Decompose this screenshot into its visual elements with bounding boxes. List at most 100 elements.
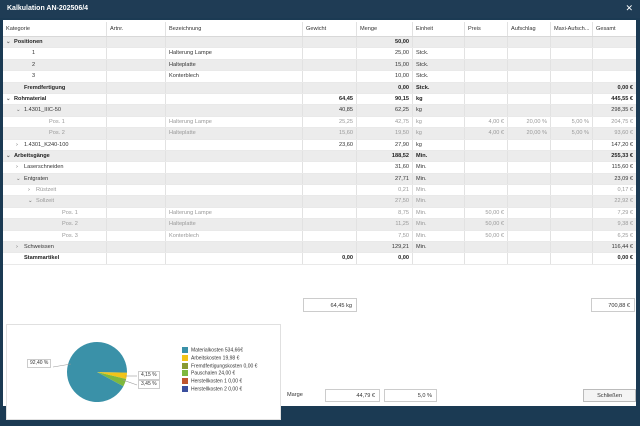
cell-bezeichnung: Halteplatte	[166, 128, 303, 139]
column-header-preis[interactable]: Preis	[465, 22, 508, 36]
table-row[interactable]: Pos. 2 Halteplatte 11,25 Min. 50,00 € 9,38 €	[3, 219, 636, 231]
column-header-gewicht[interactable]: Gewicht	[303, 22, 357, 36]
cell-kategorie: 3	[3, 71, 107, 82]
cost-pie-chart	[52, 342, 138, 402]
cell-gesamt	[593, 71, 636, 81]
cell-kategorie: Pos. 1	[3, 207, 107, 219]
cell-bezeichnung	[166, 37, 303, 48]
table-row[interactable]: › Schweissen 129,21 Min. 116,44 €	[3, 242, 636, 254]
cell-artnr	[107, 105, 166, 116]
chevron-down-icon[interactable]: ⌄	[6, 152, 11, 159]
chevron-down-icon[interactable]: ⌄	[6, 39, 11, 45]
row-label: Rüstzeit	[36, 187, 57, 194]
cell-aufschlag	[508, 196, 551, 207]
cell-aufschlag	[508, 162, 551, 173]
table-row[interactable]: ⌄ Entgraten 27,71 Min. 23,09 €	[3, 173, 636, 186]
table-row[interactable]: › Rüstzeit 0,21 Min. 0,17 €	[3, 185, 636, 197]
cell-einheit: Min.	[413, 196, 465, 207]
cell-artnr	[107, 242, 166, 253]
column-header-kategorie[interactable]: Kategorie	[3, 22, 107, 36]
cell-einheit: Min.	[413, 219, 465, 230]
cell-kategorie: Pos. 2	[3, 219, 107, 230]
column-header-aufschlag[interactable]: Aufschlag	[508, 22, 551, 36]
table-row[interactable]: Fremdfertigung 0,00 Stck. 0,00 €	[3, 82, 636, 94]
column-header-gesamt[interactable]: Gesamt	[596, 26, 616, 32]
table-row[interactable]: Pos. 1 Halterung Lampe 8,75 Min. 50,00 € 7,29…	[3, 207, 636, 220]
cell-kategorie: Pos. 3	[3, 230, 107, 242]
chevron-right-icon[interactable]: ›	[16, 164, 18, 171]
cell-einheit: kg	[413, 93, 465, 105]
cell-einheit: Stck.	[413, 82, 465, 93]
cell-menge: 0,00	[357, 82, 413, 93]
cell-bezeichnung: Konterblech	[166, 71, 303, 82]
table-row[interactable]: ⌄ Positionen 50,00	[3, 37, 636, 49]
table-row[interactable]: ⌄ Sollzeit 27,50 Min. 22,92 €	[3, 196, 636, 208]
marge-percent-input[interactable]: 5,0 %	[384, 389, 437, 402]
chevron-right-icon[interactable]: ›	[16, 141, 18, 148]
pie-slice-0	[67, 342, 128, 402]
pie-slice-1	[97, 372, 127, 380]
cell-gesamt	[593, 37, 636, 47]
table-row[interactable]: ⌄ 1.4301_IIIC-50 40,85 62,25 kg 298,35 €	[3, 105, 636, 117]
table-row[interactable]: 2 Halteplatte 15,00 Stck.	[3, 59, 636, 72]
row-label: Entgraten	[24, 175, 49, 182]
chevron-down-icon[interactable]: ⌄	[6, 95, 11, 102]
cell-artnr	[107, 128, 166, 139]
chart-legend: Materialkosten 534,66€ Arbeitskosten 19,9…	[182, 347, 257, 394]
row-label: 3	[32, 73, 36, 80]
chevron-right-icon[interactable]: ›	[28, 187, 30, 194]
legend-swatch	[182, 362, 188, 369]
table-row[interactable]: › Laserschneiden 31,60 Min. 115,60 €	[3, 162, 636, 174]
marge-amount-input[interactable]: 44,79 €	[325, 389, 380, 402]
cell-artnr	[107, 162, 166, 173]
cell-gewicht	[303, 59, 357, 71]
cell-maxi-aufschlag	[551, 219, 593, 230]
pie-leader-line	[52, 363, 72, 368]
cell-bezeichnung: Halterung Lampe	[166, 207, 303, 219]
table-row[interactable]: 3 Konterblech 10,00 Stck.	[3, 71, 636, 83]
chevron-right-icon[interactable]: ›	[16, 244, 18, 251]
chevron-down-icon[interactable]: ⌄	[28, 198, 33, 205]
cell-artnr	[107, 185, 166, 196]
cell-menge: 0,21	[357, 185, 413, 196]
table-row[interactable]: › 1.4301_K240-100 23,60 27,90 kg 147,20 €	[3, 139, 636, 151]
cell-maxi-aufschlag	[551, 71, 593, 82]
chevron-down-icon[interactable]: ⌄	[16, 107, 21, 114]
table-row[interactable]: ⌄ Rohmaterial 64,45 90,15 kg 445,55 €	[3, 93, 636, 106]
column-header-menge[interactable]: Menge	[357, 22, 413, 36]
cell-aufschlag	[508, 150, 551, 162]
cell-gesamt: 9,38 €	[617, 221, 633, 228]
cell-artnr	[107, 59, 166, 71]
cell-artnr	[107, 139, 166, 150]
legend-swatch	[182, 378, 188, 385]
title-bar: Kalkulation AN-202506/4 ✕	[0, 0, 640, 18]
table-row[interactable]: Pos. 3 Konterblech 7,50 Min. 50,00 € 6,25 €	[3, 230, 636, 243]
pie-label-arbeit: 3,45 %	[138, 380, 160, 389]
cell-menge: 188,52	[357, 150, 413, 162]
cell-gewicht: 0,00	[303, 253, 357, 264]
close-button[interactable]: Schließen	[583, 389, 636, 402]
table-row[interactable]: Pos. 1 Halterung Lampe 25,25 42,75 kg 4,00 €2…	[3, 116, 636, 129]
table-row[interactable]: Stammartikel 0,00 0,00 0,00 €	[3, 253, 636, 265]
cell-gesamt: 298,35 €	[611, 107, 633, 114]
column-header-bezeichnung[interactable]: Bezeichnung	[166, 22, 303, 36]
table-row[interactable]: ⌄ Arbeitsgänge 188,52 Min. 255,33 €	[3, 150, 636, 163]
cell-kategorie: 1	[3, 48, 107, 59]
cell-kategorie: › Schweissen	[3, 242, 107, 253]
table-row[interactable]: Pos. 2 Halteplatte 15,60 19,50 kg 4,00 €20,00…	[3, 128, 636, 140]
calculation-table: Kategorie Artnr. Bezeichnung Gewicht Men…	[3, 22, 636, 265]
cell-gesamt: 116,44 €	[611, 244, 633, 251]
cell-gewicht	[303, 196, 357, 207]
cell-einheit: kg	[413, 105, 465, 116]
column-header-einheit[interactable]: Einheit	[413, 22, 465, 36]
cell-gesamt	[593, 48, 636, 58]
cell-kategorie: ⌄ Positionen	[3, 37, 107, 48]
close-icon[interactable]: ✕	[625, 3, 633, 13]
column-header-artnr[interactable]: Artnr.	[107, 22, 166, 36]
table-row[interactable]: 1 Halterung Lampe 25,00 Stck.	[3, 48, 636, 60]
chevron-down-icon[interactable]: ⌄	[16, 175, 21, 182]
pie-label-pauschalen: 4,15 %	[138, 371, 160, 380]
column-header-maxi-aufschlag[interactable]: Maxi-Aufsch...	[551, 22, 593, 36]
cell-artnr	[107, 207, 166, 219]
cell-gesamt: 7,29 €	[617, 209, 633, 216]
